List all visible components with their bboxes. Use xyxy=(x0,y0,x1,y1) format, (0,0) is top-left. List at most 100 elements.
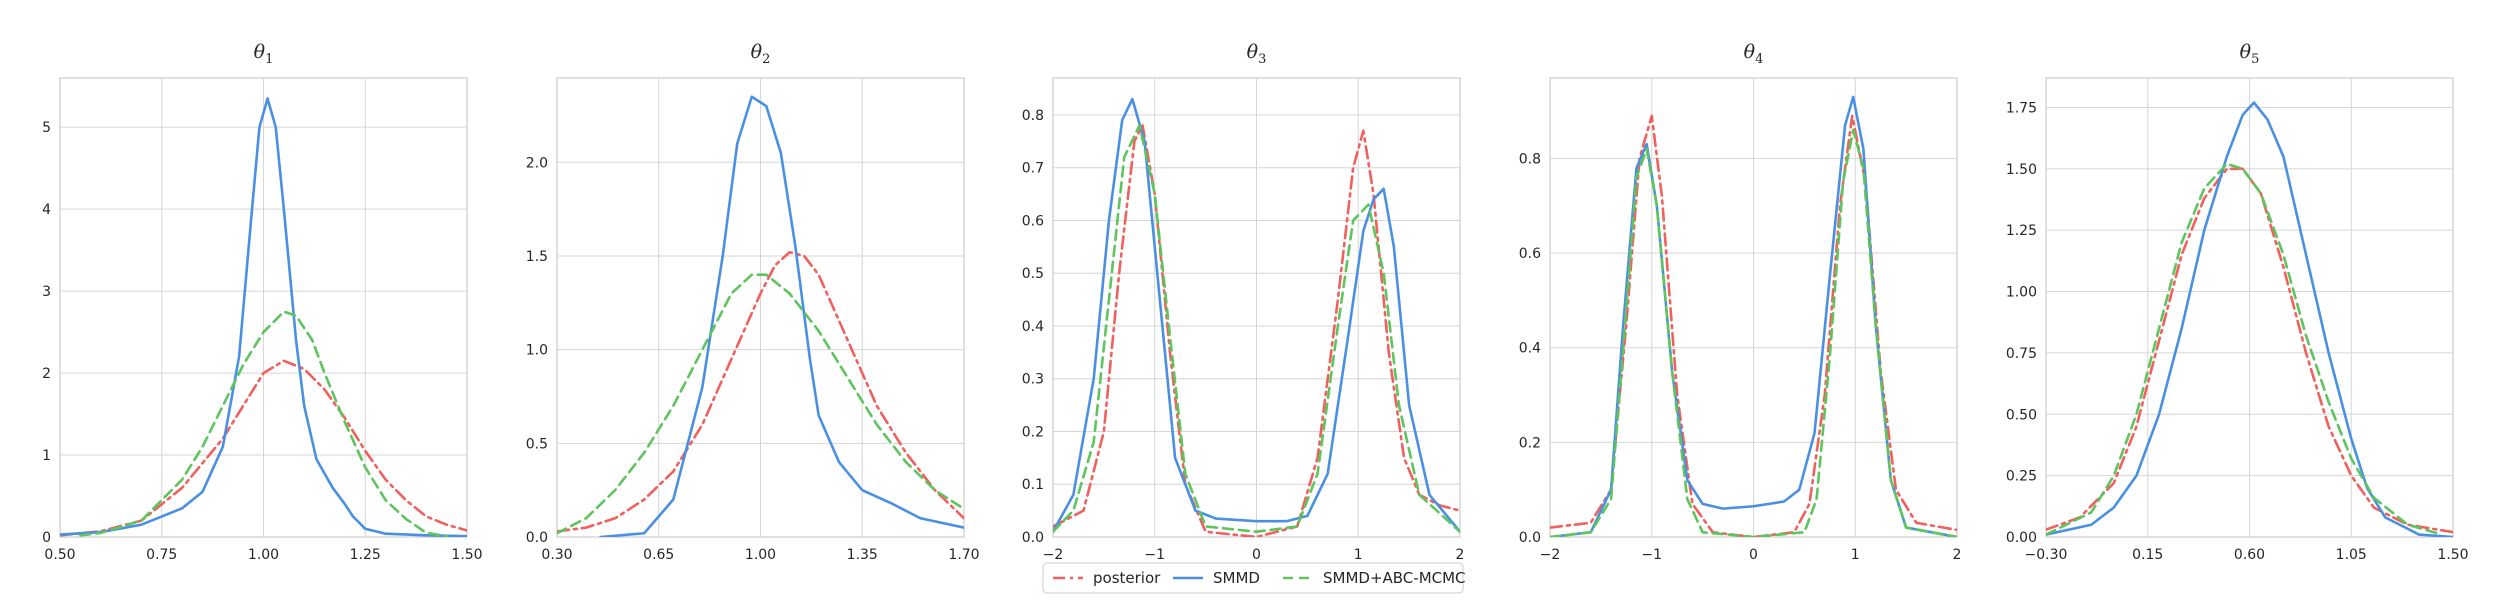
y-tick-label: 0.4 xyxy=(1519,341,1541,357)
x-tick-label: 1.05 xyxy=(2336,547,2367,563)
series-line-smmd_abc xyxy=(1053,124,1460,534)
panel-title-index: 2 xyxy=(762,52,770,67)
axes-frame xyxy=(59,77,468,538)
panel-title: θ1 xyxy=(254,41,274,67)
panel-title-symbol: θ xyxy=(254,41,266,63)
axes-frame xyxy=(2045,77,2454,538)
panel-title-index: 5 xyxy=(2251,52,2259,67)
series-line-posterior xyxy=(2046,167,2453,534)
y-tick-label: 0.0 xyxy=(1022,530,1044,546)
y-tick-label: 0.4 xyxy=(1022,319,1044,335)
y-tick-label: 0.1 xyxy=(1022,477,1044,493)
panel-title-symbol: θ xyxy=(751,41,763,63)
y-tick-label: 0.5 xyxy=(1022,266,1044,282)
y-tick-label: 0.25 xyxy=(2006,469,2037,485)
y-tick-label: 0.8 xyxy=(1519,151,1541,167)
y-tick-label: 1.50 xyxy=(2006,162,2037,178)
series-line-posterior xyxy=(60,359,467,537)
x-tick-label: 0 xyxy=(1749,547,1758,563)
panel-title-symbol: θ xyxy=(1744,41,1756,63)
y-tick-label: 1.25 xyxy=(2006,223,2037,239)
y-tick-label: 0.2 xyxy=(1022,424,1044,440)
x-tick-label: −1 xyxy=(1641,547,1662,563)
y-tick-label: 1.75 xyxy=(2006,100,2037,116)
y-tick-label: 0.75 xyxy=(2006,346,2037,362)
x-tick-label: −2 xyxy=(1043,547,1064,563)
y-tick-label: 0.8 xyxy=(1022,108,1044,124)
y-tick-label: 0.6 xyxy=(1519,246,1541,262)
x-tick-label: 2 xyxy=(1456,547,1465,563)
x-tick-label: 2 xyxy=(1953,547,1962,563)
series-line-smmd xyxy=(1053,97,1460,534)
legend-label-posterior: posterior xyxy=(1093,569,1161,587)
x-tick-label: 0.65 xyxy=(643,547,674,563)
x-tick-label: −1 xyxy=(1144,547,1165,563)
x-tick-label: 1.50 xyxy=(451,547,482,563)
panel-title: θ2 xyxy=(751,41,771,67)
panel-title-index: 3 xyxy=(1258,52,1266,67)
y-tick-label: 1 xyxy=(42,448,51,464)
y-tick-label: 0.50 xyxy=(2006,407,2037,423)
x-tick-label: 1.00 xyxy=(248,547,279,563)
panel-theta-5: −0.30 0.15 0.60 1.05 1.50 0.00 0.25 0.50 0.75 1.0… xyxy=(2006,41,2469,563)
x-tick-label: 1.35 xyxy=(847,547,878,563)
x-tick-label: 0.15 xyxy=(2132,547,2163,563)
legend-box xyxy=(1042,562,1464,594)
axes-frame xyxy=(556,77,965,538)
y-tick-label: 0.00 xyxy=(2006,530,2037,546)
y-tick-label: 0.6 xyxy=(1022,213,1044,229)
panel-theta-2: 0.30 0.65 1.00 1.35 1.70 0.0 0.5 1.0 1.5 2.0 θ2 xyxy=(526,41,980,563)
y-tick-label: 0.3 xyxy=(1022,372,1044,388)
series-line-smmd xyxy=(60,97,467,537)
x-tick-label: 1 xyxy=(1851,547,1860,563)
axes-frame xyxy=(1052,77,1461,538)
y-tick-label: 0.0 xyxy=(1519,530,1541,546)
panel-title: θ4 xyxy=(1744,41,1764,67)
y-tick-label: 2.0 xyxy=(526,155,548,171)
series-line-smmd_abc xyxy=(1550,128,1957,537)
y-tick-label: 4 xyxy=(42,202,51,218)
x-tick-label: 1.00 xyxy=(745,547,776,563)
y-tick-label: 0.7 xyxy=(1022,161,1044,177)
panel-title-index: 1 xyxy=(265,52,273,67)
y-tick-label: 1.0 xyxy=(526,343,548,359)
legend-label-smmd_abc: SMMD+ABC-MCMC xyxy=(1323,569,1466,587)
x-tick-label: 1.50 xyxy=(2437,547,2468,563)
y-tick-label: 1.5 xyxy=(526,249,548,265)
series-line-smmd_abc xyxy=(2046,162,2443,536)
x-tick-label: 1.70 xyxy=(948,547,979,563)
y-tick-label: 3 xyxy=(42,284,51,300)
series-line-smmd_abc xyxy=(79,310,448,537)
legend: posterior SMMD SMMD+ABC-MCMC xyxy=(1042,562,1466,594)
x-tick-label: 1 xyxy=(1354,547,1363,563)
panel-theta-4: −2 −1 0 1 2 0.0 0.2 0.4 0.6 0.8 θ4 xyxy=(1519,41,1962,563)
x-tick-label: 1.25 xyxy=(350,547,381,563)
y-tick-label: 0 xyxy=(42,530,51,546)
x-tick-label: 0 xyxy=(1252,547,1261,563)
x-tick-label: 0.60 xyxy=(2234,547,2265,563)
x-tick-label: −0.30 xyxy=(2025,547,2068,563)
series-line-smmd xyxy=(599,95,964,537)
y-tick-label: 0.2 xyxy=(1519,435,1541,451)
panel-title-symbol: θ xyxy=(1247,41,1259,63)
panel-title-index: 4 xyxy=(1755,52,1763,67)
y-tick-label: 0.5 xyxy=(526,436,548,452)
x-tick-label: 0.30 xyxy=(541,547,572,563)
y-tick-label: 1.00 xyxy=(2006,285,2037,301)
legend-label-smmd: SMMD xyxy=(1213,569,1260,587)
panel-theta-3: −2 −1 0 1 2 0.0 0.1 0.2 0.3 0.4 0.5 0.6 0.7 0.8 θ3 xyxy=(1022,41,1465,563)
series-line-posterior xyxy=(557,250,964,533)
y-tick-label: 2 xyxy=(42,366,51,382)
x-tick-label: 0.50 xyxy=(44,547,75,563)
panel-title: θ3 xyxy=(1247,41,1267,67)
panel-title: θ5 xyxy=(2240,41,2260,67)
series-line-smmd_abc xyxy=(557,273,964,535)
panel-title-symbol: θ xyxy=(2240,41,2252,63)
x-tick-label: −2 xyxy=(1540,547,1561,563)
series-line-posterior xyxy=(1053,124,1460,537)
y-tick-label: 5 xyxy=(42,120,51,136)
y-tick-label: 0.0 xyxy=(526,530,548,546)
